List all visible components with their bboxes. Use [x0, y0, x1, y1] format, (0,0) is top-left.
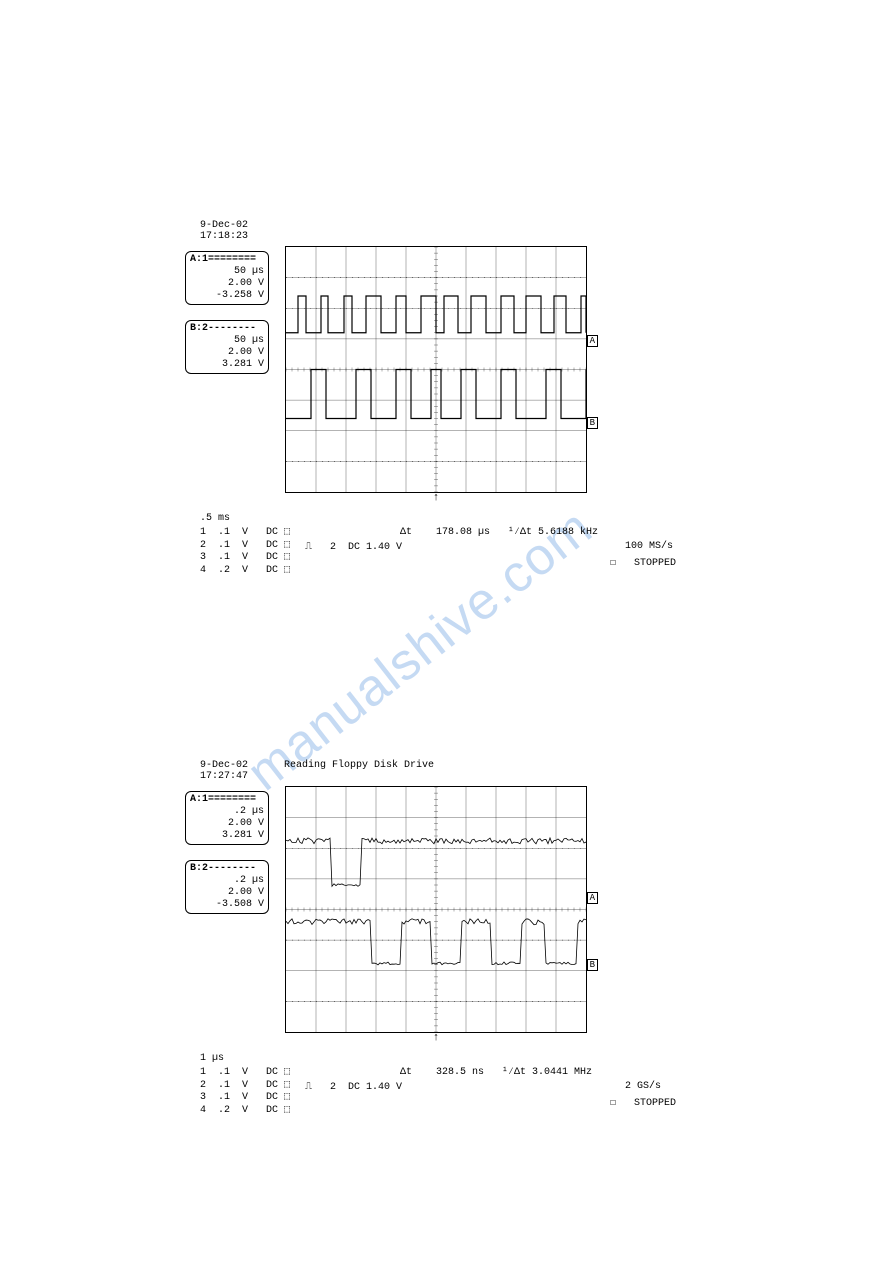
panel1-cursor-b: B:2-------- 50 µs 2.00 V 3.281 V	[185, 320, 269, 374]
channel-b-marker: B	[587, 959, 598, 971]
panel2-footer: 1 µs 1 .1 V DC ⬚ 2 .1 V DC ⬚ 3 .1 V DC ⬚…	[200, 1053, 725, 1117]
cursor-a-line3: -3.258 V	[190, 290, 264, 302]
panel1-timebase: .5 ms	[200, 513, 725, 524]
panel1-stopped-label: ☐ STOPPED	[610, 557, 676, 569]
trigger-arrow-icon: ↑	[433, 492, 440, 504]
panel2-date: 9-Dec-02	[200, 760, 248, 771]
trigger-arrow-icon: ↑	[433, 1032, 440, 1044]
channel-a-marker: A	[587, 892, 598, 904]
panel2-timebase: 1 µs	[200, 1053, 725, 1064]
scope-panel-1: 9-Dec-02 17:18:23 A:1======== 50 µs 2.00…	[185, 220, 725, 577]
panel1-header: 9-Dec-02 17:18:23	[200, 220, 725, 242]
cursor-a-line2: 2.00 V	[190, 818, 264, 830]
panel1-time: 17:18:23	[200, 231, 725, 242]
cursor-a-line1: .2 µs	[190, 806, 264, 818]
cursor-b-line1: 50 µs	[190, 335, 264, 347]
panel2-delta-t: Δt 328.5 ns ¹⁄Δt 3.0441 MHz	[400, 1067, 592, 1078]
cursor-a-line3: 3.281 V	[190, 830, 264, 842]
panel1-cursor-a: A:1======== 50 µs 2.00 V -3.258 V	[185, 251, 269, 305]
panel2-title: Reading Floppy Disk Drive	[284, 760, 434, 771]
panel1-footer: .5 ms 1 .1 V DC ⬚ 2 .1 V DC ⬚ 3 .1 V DC …	[200, 513, 725, 577]
panel2-cursor-a: A:1======== .2 µs 2.00 V 3.281 V	[185, 791, 269, 845]
panel2-cursor-column: A:1======== .2 µs 2.00 V 3.281 V B:2----…	[185, 786, 285, 1033]
channel-b-marker: B	[587, 417, 598, 429]
panel2-svg	[286, 787, 586, 1032]
cursor-b-line3: -3.508 V	[190, 899, 264, 911]
cursor-b-line2: 2.00 V	[190, 347, 264, 359]
panel1-date: 9-Dec-02	[200, 220, 248, 231]
panel2-header: 9-Dec-02 Reading Floppy Disk Drive 17:27…	[200, 760, 725, 782]
panel1-trigger: ⎍ 2 DC 1.40 V	[305, 541, 402, 553]
cursor-a-line1: 50 µs	[190, 266, 264, 278]
cursor-b-line2: 2.00 V	[190, 887, 264, 899]
panel1-sample-rate: 100 MS/s	[625, 541, 673, 552]
panel2-waveform-grid: A B ↑	[285, 786, 587, 1033]
panel2-time: 17:27:47	[200, 771, 725, 782]
panel2-stopped-label: ☐ STOPPED	[610, 1097, 676, 1109]
panel2-cursor-b: B:2-------- .2 µs 2.00 V -3.508 V	[185, 860, 269, 914]
panel1-delta-t: Δt 178.08 µs ¹⁄Δt 5.6188 kHz	[400, 527, 598, 538]
cursor-b-header: B:2--------	[190, 863, 264, 875]
cursor-a-line2: 2.00 V	[190, 278, 264, 290]
channel-a-marker: A	[587, 335, 598, 347]
panel2-sample-rate: 2 GS/s	[625, 1081, 661, 1092]
panel1-waveform-grid: A B ↑	[285, 246, 587, 493]
panel1-svg	[286, 247, 586, 492]
panel2-trigger: ⎍ 2 DC 1.40 V	[305, 1081, 402, 1093]
scope-panel-2: 9-Dec-02 Reading Floppy Disk Drive 17:27…	[185, 760, 725, 1117]
cursor-b-line3: 3.281 V	[190, 359, 264, 371]
cursor-b-header: B:2--------	[190, 323, 264, 335]
cursor-b-line1: .2 µs	[190, 875, 264, 887]
cursor-a-header: A:1========	[190, 794, 264, 806]
cursor-a-header: A:1========	[190, 254, 264, 266]
panel1-cursor-column: A:1======== 50 µs 2.00 V -3.258 V B:2---…	[185, 246, 285, 493]
